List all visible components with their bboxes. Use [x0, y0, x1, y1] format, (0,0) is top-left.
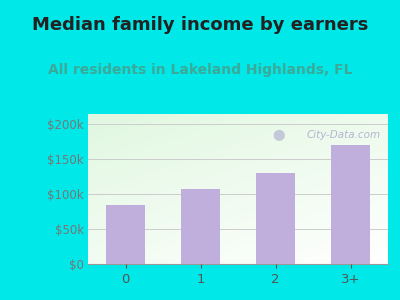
Text: ⬤: ⬤ — [272, 129, 285, 141]
Text: All residents in Lakeland Highlands, FL: All residents in Lakeland Highlands, FL — [48, 63, 352, 77]
Bar — [106, 205, 145, 264]
Bar — [181, 189, 220, 264]
Text: City-Data.com: City-Data.com — [307, 130, 381, 140]
Bar — [256, 173, 295, 264]
Text: Median family income by earners: Median family income by earners — [32, 16, 368, 34]
Bar — [331, 146, 370, 264]
